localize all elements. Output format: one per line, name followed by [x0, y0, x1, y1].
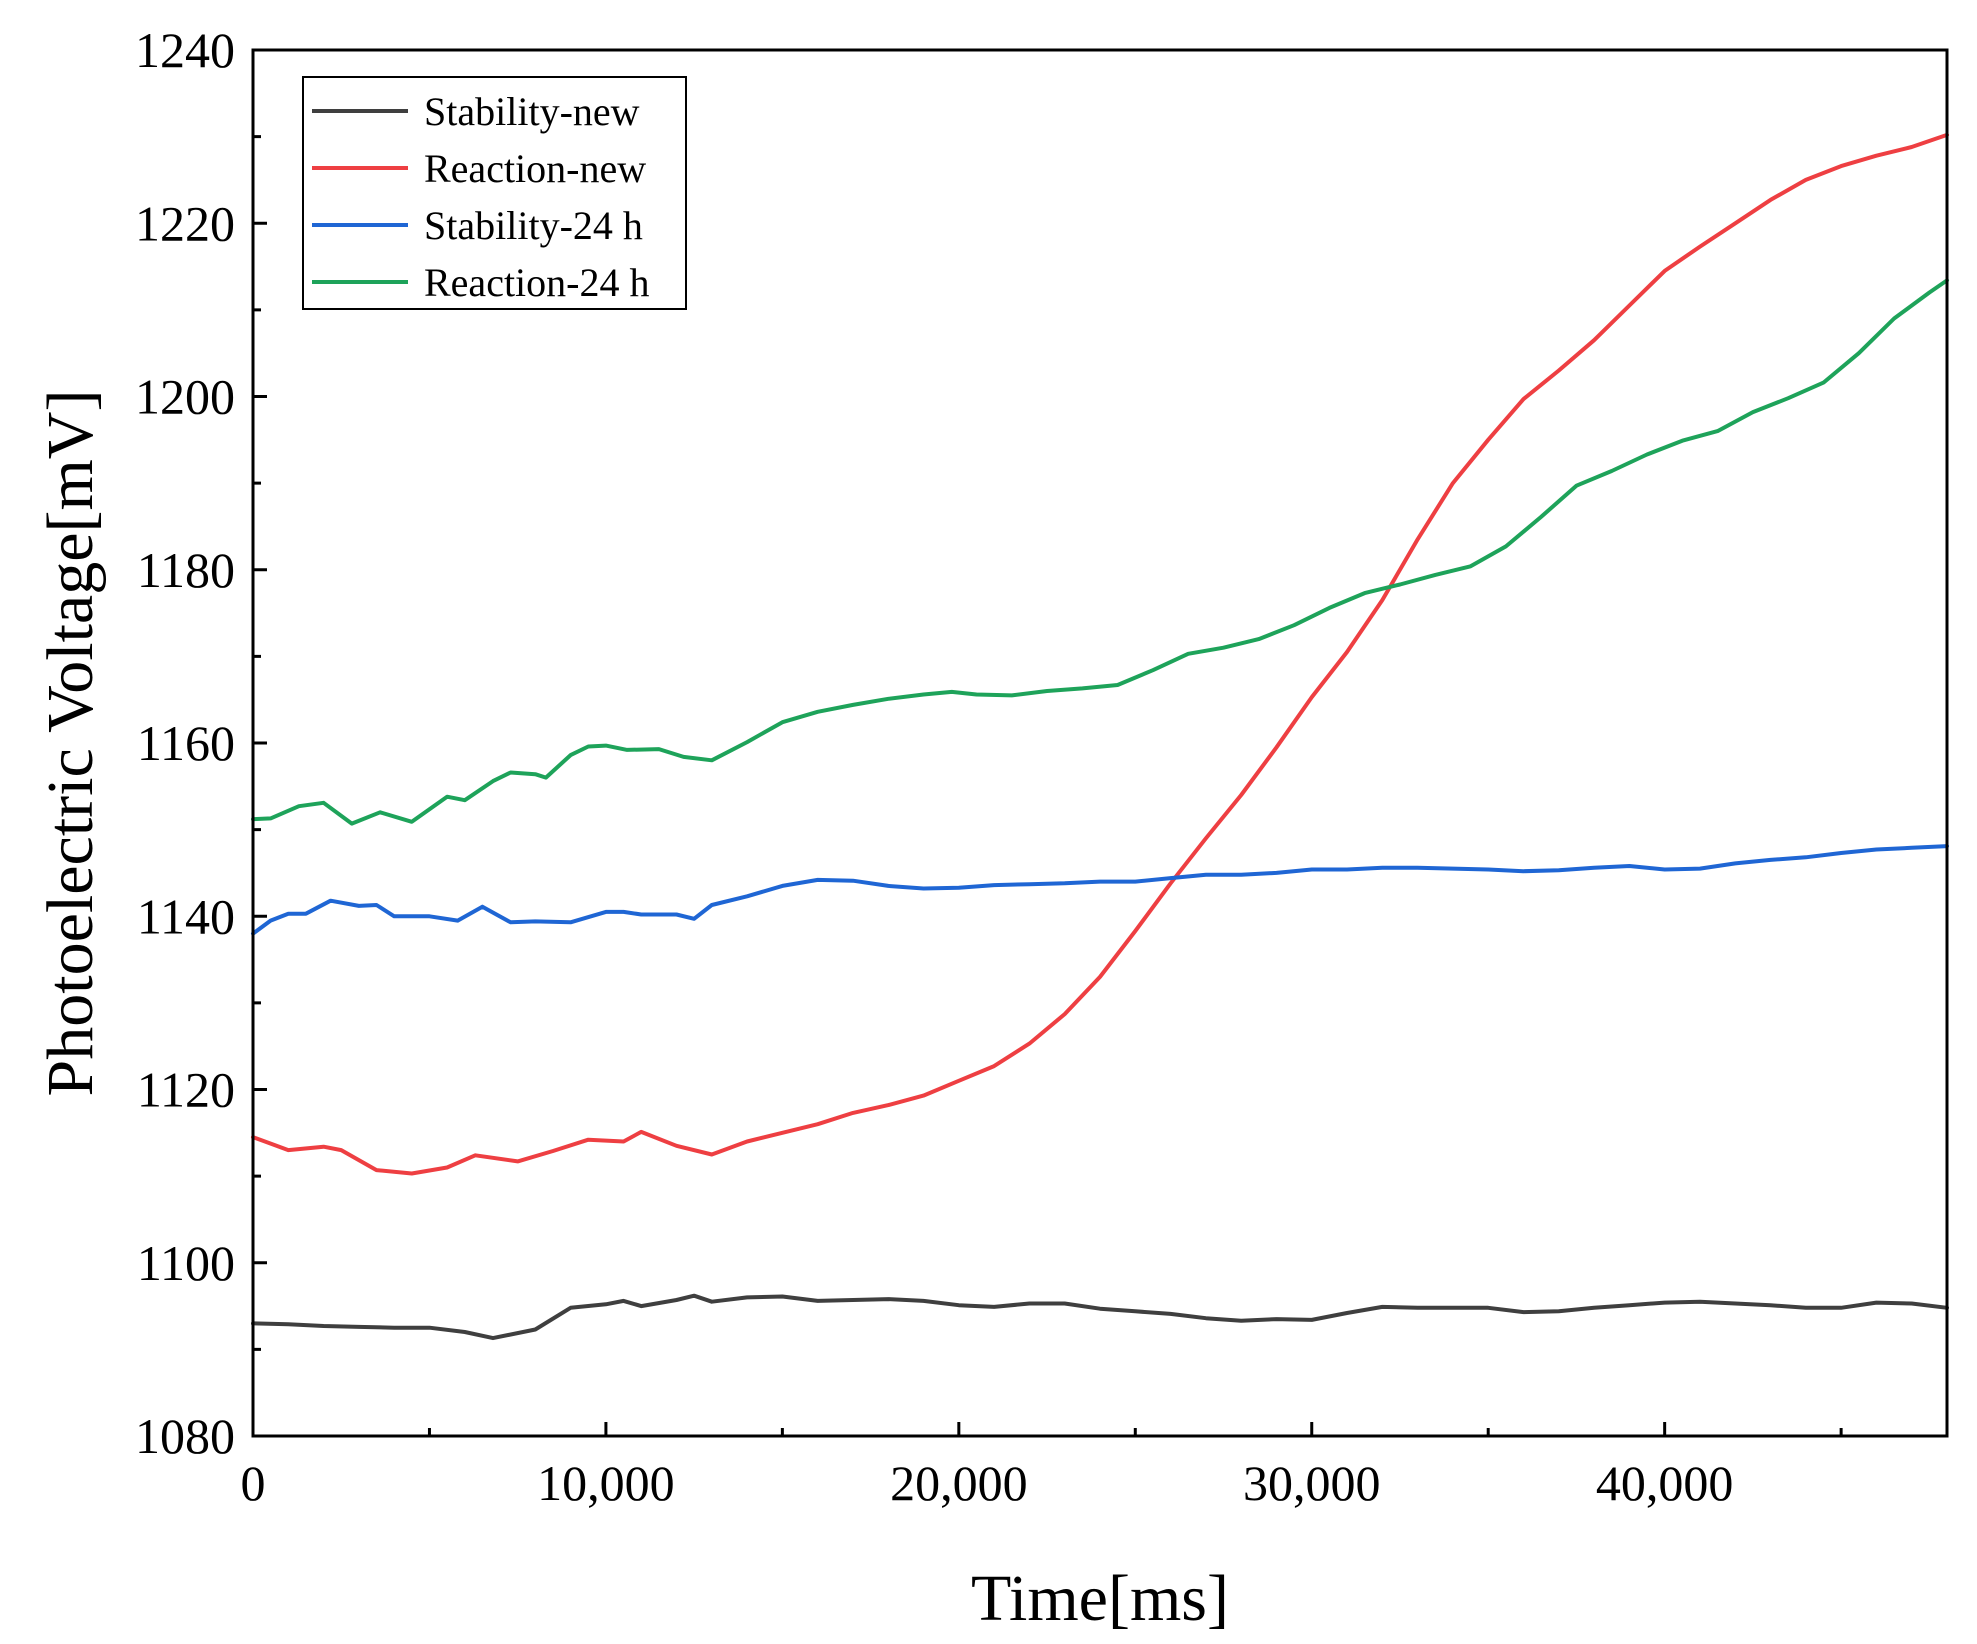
y-tick-label: 1200 — [135, 369, 235, 425]
legend: Stability-new Reaction-new Stability-24 h R… — [302, 76, 687, 310]
y-tick-label: 1240 — [135, 22, 235, 78]
series-layer — [251, 132, 1949, 1341]
y-axis-title: Photoelectric Voltage[mV] — [34, 390, 107, 1097]
y-tick-label: 1180 — [137, 542, 235, 598]
series-line-reaction-new — [251, 132, 1949, 1176]
series-line-stability-new — [251, 1293, 1949, 1341]
legend-label: Stability-24 h — [424, 203, 643, 248]
x-tick-label: 0 — [241, 1455, 266, 1511]
legend-label: Reaction-new — [424, 146, 646, 191]
x-axis-ticks: 0 10,000 20,000 30,000 40,000 — [241, 1422, 1843, 1511]
x-axis-title: Time[ms] — [971, 1562, 1229, 1635]
y-tick-label: 1220 — [135, 195, 235, 251]
y-tick-label: 1160 — [137, 715, 235, 771]
x-tick-label: 30,000 — [1243, 1455, 1381, 1511]
legend-label: Stability-new — [424, 89, 640, 134]
y-tick-label: 1120 — [137, 1062, 235, 1118]
y-tick-label: 1140 — [137, 888, 235, 944]
x-tick-label: 40,000 — [1596, 1455, 1734, 1511]
x-tick-label: 20,000 — [890, 1455, 1028, 1511]
legend-box — [302, 76, 687, 310]
y-tick-label: 1100 — [137, 1235, 235, 1291]
x-tick-label: 10,000 — [537, 1455, 675, 1511]
legend-label: Reaction-24 h — [424, 260, 650, 305]
series-line-stability-24-h — [251, 844, 1949, 936]
series-line-reaction-24-h — [251, 278, 1949, 826]
y-axis-ticks: 1080 1100 1120 1140 1160 1180 1200 1220 1240 — [135, 22, 267, 1464]
y-tick-label: 1080 — [135, 1408, 235, 1464]
